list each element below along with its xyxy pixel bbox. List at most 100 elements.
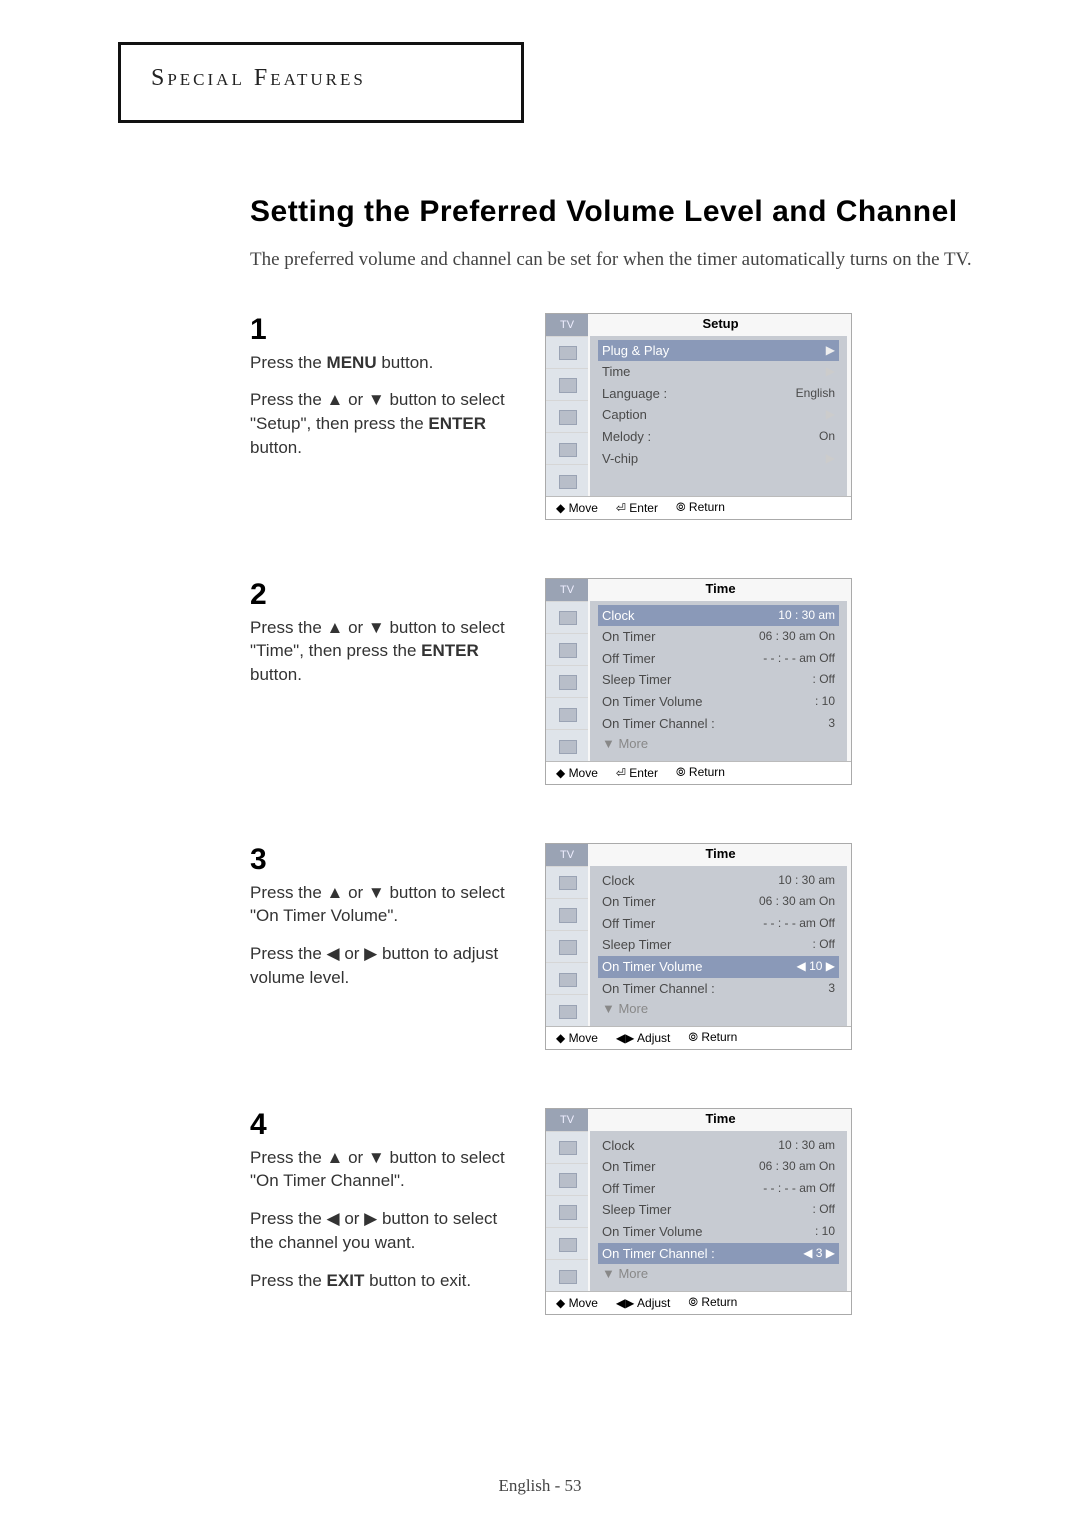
osd-hint: ◀▶ Adjust xyxy=(616,1296,670,1310)
osd-hint: ◆ Move xyxy=(556,766,598,780)
osd-row-value: 10 : 30 am xyxy=(778,873,835,889)
step-text-a: Press the MENU button. xyxy=(250,351,520,375)
osd-row-value: - - : - - am Off xyxy=(763,1181,835,1197)
osd-row-label: Off Timer xyxy=(602,651,655,667)
section-header-text: Special Features xyxy=(151,65,366,92)
osd-row: Melody :On xyxy=(598,426,839,448)
osd-category-icon xyxy=(546,866,588,898)
osd-row-value: : Off xyxy=(813,672,835,688)
osd-setup-menu: TV Setup Plug & Play▶ Time ▶ Language :Englis… xyxy=(545,313,852,520)
osd-row-value: ▶ xyxy=(820,407,835,423)
osd-row-value: 10 : 30 am xyxy=(778,608,835,624)
osd-row: Sleep Timer : Off xyxy=(598,934,839,956)
osd-row: On Timer Channel :3 xyxy=(598,978,839,1000)
osd-row-value: : 10 xyxy=(815,694,835,710)
step-text-b: Press the ◀ or ▶ button to adjust volume… xyxy=(250,942,520,990)
osd-hint: ⦾ Return xyxy=(688,1030,737,1045)
osd-rows: Clock10 : 30 amOn Timer06 : 30 am OnOff … xyxy=(590,1131,847,1292)
osd-category-icon xyxy=(546,898,588,930)
osd-row-label: Time xyxy=(602,364,630,380)
osd-row: Caption ▶ xyxy=(598,404,839,426)
osd-row-value: ▶ xyxy=(820,343,835,359)
osd-row-label: On Timer Channel : xyxy=(602,1246,715,1262)
osd-row: Plug & Play▶ xyxy=(598,340,839,362)
osd-title: Time xyxy=(596,846,845,861)
osd-hint-bar: ◆ Move ◀▶ Adjust ⦾ Return xyxy=(546,1026,851,1049)
osd-hint: ◆ Move xyxy=(556,1031,598,1045)
osd-row-label: On Timer xyxy=(602,1159,655,1175)
step-number: 2 xyxy=(250,578,520,612)
osd-category-icon xyxy=(546,432,588,464)
osd-row: On Timer06 : 30 am On xyxy=(598,1156,839,1178)
osd-category-icon xyxy=(546,1259,588,1291)
osd-row-label: On Timer xyxy=(602,894,655,910)
osd-rows: Clock10 : 30 amOn Timer06 : 30 am OnOff … xyxy=(590,866,847,1027)
osd-row-label: Melody : xyxy=(602,429,651,445)
step-number: 4 xyxy=(250,1108,520,1142)
osd-category-icon xyxy=(546,729,588,761)
osd-row-value: : Off xyxy=(813,1202,835,1218)
intro-paragraph: The preferred volume and channel can be … xyxy=(250,247,1020,273)
content-column: Setting the Preferred Volume Level and C… xyxy=(250,195,1020,1353)
osd-title: Setup xyxy=(596,316,845,331)
osd-timer-volume: TVTimeClock10 : 30 amOn Timer06 : 30 am … xyxy=(545,843,852,1050)
osd-row: Clock10 : 30 am xyxy=(598,870,839,892)
osd-row-value: ▶ xyxy=(820,364,835,380)
osd-time-menu: TVTimeClock10 : 30 amOn Timer06 : 30 am … xyxy=(545,578,852,785)
osd-category-icon xyxy=(546,601,588,633)
osd-timer-channel: TVTimeClock10 : 30 amOn Timer06 : 30 am … xyxy=(545,1108,852,1315)
osd-category-icon xyxy=(546,368,588,400)
step-1: 1 Press the MENU button. Press the ▲ or … xyxy=(250,313,1020,538)
osd-row-label: Caption xyxy=(602,407,647,423)
osd-row-label: Sleep Timer xyxy=(602,672,671,688)
osd-row: On Timer Volume: 10 xyxy=(598,1221,839,1243)
chevron-right-icon: ▶ xyxy=(826,451,835,465)
osd-hint: ◀▶ Adjust xyxy=(616,1031,670,1045)
osd-row-label: On Timer Channel : xyxy=(602,716,715,732)
osd-category-icon xyxy=(546,1131,588,1163)
osd-icon-column xyxy=(546,1131,588,1292)
osd-hint-bar: ◆ Move⏎ Enter⦾ Return xyxy=(546,496,851,519)
osd-tv-tab: TV xyxy=(546,314,588,336)
osd-row-value: 3 xyxy=(828,716,835,732)
osd-icon-column xyxy=(546,601,588,762)
osd-row-label: Off Timer xyxy=(602,1181,655,1197)
step-text-c: Press the EXIT button to exit. xyxy=(250,1269,520,1293)
osd-row-value: ▶ xyxy=(820,451,835,467)
osd-category-icon xyxy=(546,994,588,1026)
osd-row-value: ◀ 10 ▶ xyxy=(797,959,835,975)
osd-hint: ⦾ Return xyxy=(676,500,725,515)
osd-row-value: : Off xyxy=(813,937,835,953)
osd-row-value: 10 : 30 am xyxy=(778,1138,835,1154)
osd-row: Off Timer - - : - - am Off xyxy=(598,1178,839,1200)
osd-row-label: On Timer Volume xyxy=(602,959,702,975)
osd-row: Time ▶ xyxy=(598,361,839,383)
manual-page: Special Features Setting the Preferred V… xyxy=(0,0,1080,1536)
step-4: 4 Press the ▲ or ▼ button to select "On … xyxy=(250,1108,1020,1353)
osd-tv-tab: TV xyxy=(546,1109,588,1131)
osd-row-value: : 10 xyxy=(815,1224,835,1240)
osd-row-label: On Timer Channel : xyxy=(602,981,715,997)
osd-row: Language :English xyxy=(598,383,839,405)
osd-icon-column xyxy=(546,866,588,1027)
step-text-b: Press the ▲ or ▼ button to select "Setup… xyxy=(250,388,520,459)
osd-category-icon xyxy=(546,1195,588,1227)
osd-row-label: Sleep Timer xyxy=(602,937,671,953)
step-number: 3 xyxy=(250,843,520,877)
osd-row-value: - - : - - am Off xyxy=(763,651,835,667)
osd-hint-bar: ◆ Move◀▶ Adjust⦾ Return xyxy=(546,1291,851,1314)
osd-hint: ⦾ Return xyxy=(676,765,725,780)
osd-rows: Clock10 : 30 amOn Timer06 : 30 am OnOff … xyxy=(590,601,847,762)
section-header-frame: Special Features xyxy=(118,42,524,123)
osd-row-value: - - : - - am Off xyxy=(763,916,835,932)
osd-more-indicator: ▼ More xyxy=(598,999,839,1018)
osd-row-label: Language : xyxy=(602,386,667,402)
osd-row-label: On Timer xyxy=(602,629,655,645)
chevron-right-icon: ▶ xyxy=(826,364,835,378)
osd-title: Time xyxy=(596,581,845,596)
osd-hint: ⏎ Enter xyxy=(616,766,658,780)
osd-row-label: Off Timer xyxy=(602,916,655,932)
osd-hint: ⏎ Enter xyxy=(616,501,658,515)
osd-row: Off Timer - - : - - am Off xyxy=(598,913,839,935)
chevron-right-icon: ▶ xyxy=(826,343,835,357)
